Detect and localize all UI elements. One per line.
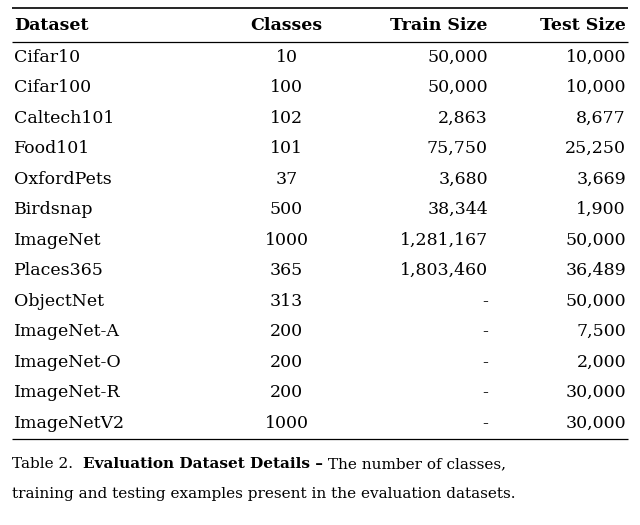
Text: -: -	[482, 415, 488, 432]
Text: 38,344: 38,344	[428, 201, 488, 218]
Text: 101: 101	[270, 140, 303, 158]
Text: ImageNetV2: ImageNetV2	[14, 415, 125, 432]
Text: 10,000: 10,000	[566, 79, 626, 96]
Text: Cifar10: Cifar10	[14, 49, 80, 66]
Text: 1,900: 1,900	[577, 201, 626, 218]
Text: Train Size: Train Size	[390, 16, 488, 34]
Text: Birdsnap: Birdsnap	[14, 201, 93, 218]
Text: Test Size: Test Size	[540, 16, 626, 34]
Text: 75,750: 75,750	[427, 140, 488, 158]
Text: Places365: Places365	[14, 262, 104, 279]
Text: 30,000: 30,000	[565, 384, 626, 401]
Text: The number of classes,: The number of classes,	[323, 457, 506, 471]
Text: -: -	[482, 293, 488, 310]
Text: 8,677: 8,677	[576, 110, 626, 127]
Text: Table 2.: Table 2.	[12, 457, 83, 471]
Text: ImageNet-A: ImageNet-A	[14, 323, 120, 340]
Text: 7,500: 7,500	[576, 323, 626, 340]
Text: 10,000: 10,000	[566, 49, 626, 66]
Text: 25,250: 25,250	[565, 140, 626, 158]
Text: 2,000: 2,000	[577, 354, 626, 371]
Text: 100: 100	[270, 79, 303, 96]
Text: 36,489: 36,489	[565, 262, 626, 279]
Text: OxfordPets: OxfordPets	[14, 171, 112, 188]
Text: training and testing examples present in the evaluation datasets.: training and testing examples present in…	[12, 487, 515, 501]
Text: Classes: Classes	[250, 16, 323, 34]
Text: 200: 200	[270, 323, 303, 340]
Text: 1000: 1000	[264, 232, 308, 249]
Text: Food101: Food101	[14, 140, 90, 158]
Text: -: -	[482, 384, 488, 401]
Text: 313: 313	[270, 293, 303, 310]
Text: 3,680: 3,680	[438, 171, 488, 188]
Text: 50,000: 50,000	[428, 49, 488, 66]
Text: 1,803,460: 1,803,460	[400, 262, 488, 279]
Text: -: -	[482, 323, 488, 340]
Text: ObjectNet: ObjectNet	[14, 293, 104, 310]
Text: Dataset: Dataset	[14, 16, 88, 34]
Text: -: -	[482, 354, 488, 371]
Text: 50,000: 50,000	[428, 79, 488, 96]
Text: ImageNet-R: ImageNet-R	[14, 384, 120, 401]
Text: 37: 37	[275, 171, 298, 188]
Text: 200: 200	[270, 354, 303, 371]
Text: ImageNet: ImageNet	[14, 232, 102, 249]
Text: 10: 10	[275, 49, 298, 66]
Text: 500: 500	[270, 201, 303, 218]
Text: Caltech101: Caltech101	[14, 110, 115, 127]
Text: 50,000: 50,000	[565, 232, 626, 249]
Text: 50,000: 50,000	[565, 293, 626, 310]
Text: 365: 365	[270, 262, 303, 279]
Text: 200: 200	[270, 384, 303, 401]
Text: 30,000: 30,000	[565, 415, 626, 432]
Text: Cifar100: Cifar100	[14, 79, 91, 96]
Text: 1,281,167: 1,281,167	[400, 232, 488, 249]
Text: Evaluation Dataset Details –: Evaluation Dataset Details –	[83, 457, 323, 471]
Text: 102: 102	[270, 110, 303, 127]
Text: 2,863: 2,863	[438, 110, 488, 127]
Text: 3,669: 3,669	[576, 171, 626, 188]
Text: ImageNet-O: ImageNet-O	[14, 354, 122, 371]
Text: 1000: 1000	[264, 415, 308, 432]
